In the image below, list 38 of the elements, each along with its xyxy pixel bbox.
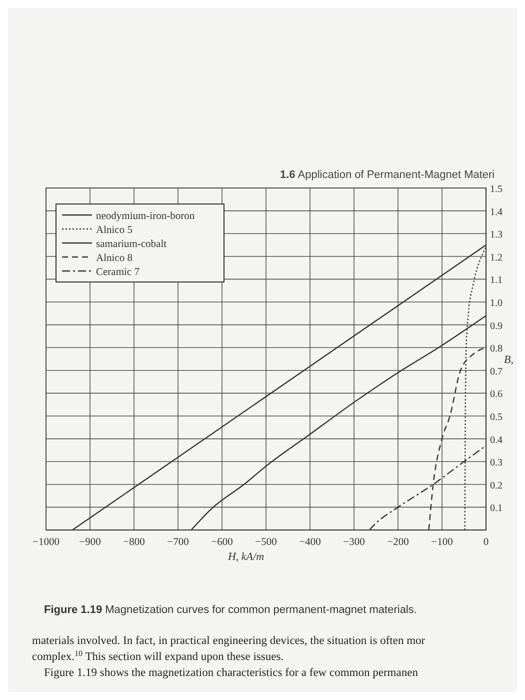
x-tick-label: −600 bbox=[211, 537, 233, 548]
legend-label: Ceramic 7 bbox=[96, 267, 140, 278]
x-tick-label: −700 bbox=[167, 537, 189, 548]
legend-label: Alnico 8 bbox=[96, 253, 132, 264]
x-tick-label: −400 bbox=[299, 537, 321, 548]
y-tick-label: 1.3 bbox=[490, 230, 502, 241]
x-tick-label: −200 bbox=[387, 537, 409, 548]
y-tick-label: 0.1 bbox=[490, 503, 502, 514]
x-tick-label: −500 bbox=[255, 537, 277, 548]
y-tick-label: 1.2 bbox=[490, 252, 502, 264]
y-tick-label: 1.1 bbox=[490, 275, 502, 286]
caption: Figure 1.19 shows the magnetization characteristics for a few common permanen bbox=[44, 667, 418, 679]
y-tick-label: 1.4 bbox=[490, 206, 502, 218]
text: materials involved. In fact, in practical engineering devices, the situation is often mor bbox=[32, 635, 426, 647]
y-tick-label: 1.0 bbox=[490, 298, 502, 309]
y-tick-label: 0.6 bbox=[490, 389, 502, 400]
text: 1.6 Application of Permanent-Magnet Materi bbox=[280, 169, 495, 181]
x-axis-title: H, kA/m bbox=[226, 551, 264, 563]
y-tick-label: 0.3 bbox=[490, 458, 502, 469]
text: complex.$^{10}$ This section will expand upon these issues. bbox=[32, 648, 284, 663]
y-tick-label: 0.5 bbox=[490, 412, 502, 423]
x-tick-label: −300 bbox=[343, 537, 365, 548]
y-axis-title: B, bbox=[504, 354, 514, 366]
text: Figure 1.19 Magnetization curves for common permanent-magnet materials. bbox=[44, 604, 417, 616]
x-tick-label: −800 bbox=[123, 537, 145, 548]
y-tick-label: 0.7 bbox=[490, 366, 502, 378]
x-tick-label: −1000 bbox=[32, 537, 60, 548]
x-tick-label: −100 bbox=[431, 537, 453, 548]
y-tick-label: 1.5 bbox=[490, 184, 502, 195]
legend-label: neodymium-iron-boron bbox=[96, 211, 196, 222]
y-tick-label: 0.4 bbox=[490, 434, 502, 446]
y-tick-label: 0.9 bbox=[490, 320, 502, 332]
x-tick-label: −900 bbox=[79, 537, 101, 548]
y-tick-label: 0.2 bbox=[490, 480, 502, 492]
legend-label: Alnico 5 bbox=[96, 225, 132, 236]
x-tick-label: 0 bbox=[483, 537, 489, 548]
y-tick-label: 0.8 bbox=[490, 344, 502, 355]
legend-label: samarium-cobalt bbox=[96, 239, 167, 250]
